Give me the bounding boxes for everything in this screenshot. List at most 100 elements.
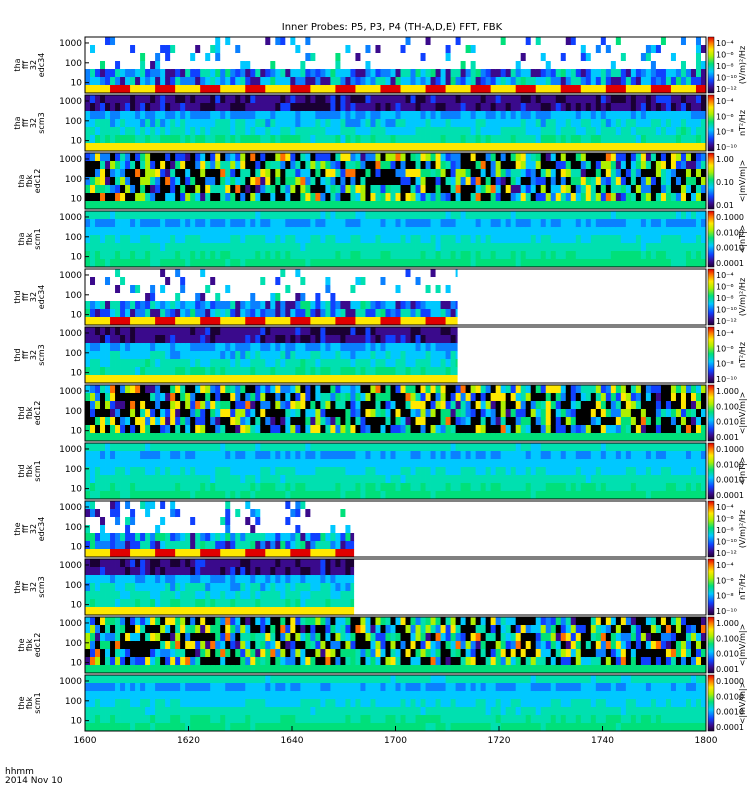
heatmap-cell xyxy=(590,161,597,170)
colorbar-tick-label: 10⁻⁶ xyxy=(716,344,734,353)
heatmap-cell xyxy=(200,85,206,94)
heatmap-cell xyxy=(650,243,657,252)
heatmap-cell xyxy=(300,127,306,136)
heatmap-cell xyxy=(630,161,637,170)
heatmap-cell xyxy=(355,309,361,318)
heatmap-cell xyxy=(410,169,416,178)
heatmap-cell xyxy=(245,259,251,268)
heatmap-cell xyxy=(155,135,161,144)
heatmap-cell xyxy=(115,169,121,178)
heatmap-cell xyxy=(235,119,241,128)
heatmap-cell xyxy=(115,285,121,294)
heatmap-cell xyxy=(385,143,391,152)
heatmap-cell xyxy=(170,393,176,402)
heatmap-cell xyxy=(645,251,652,260)
heatmap-cell xyxy=(170,243,176,252)
heatmap-cell xyxy=(595,153,602,162)
heatmap-cell xyxy=(630,119,637,128)
heatmap-cell xyxy=(165,433,171,442)
heatmap-cell xyxy=(540,119,547,128)
heatmap-cell xyxy=(195,169,201,178)
heatmap-cell xyxy=(335,327,341,336)
heatmap-cell xyxy=(300,119,306,128)
heatmap-cell xyxy=(240,69,246,78)
heatmap-cell xyxy=(335,153,341,162)
heatmap-cell xyxy=(175,37,181,46)
heatmap-cell xyxy=(680,135,687,144)
heatmap-cell xyxy=(600,185,607,194)
panel-label-line: scm3 xyxy=(37,344,46,365)
heatmap-cell xyxy=(685,127,692,136)
heatmap-cell xyxy=(315,153,321,162)
heatmap-cell xyxy=(110,343,116,352)
heatmap-cell xyxy=(325,409,331,418)
heatmap-cell xyxy=(200,343,206,352)
heatmap-cell xyxy=(280,327,286,336)
heatmap-cell xyxy=(110,53,116,62)
heatmap-cell xyxy=(620,103,627,112)
heatmap-cell xyxy=(470,127,477,136)
heatmap-cell xyxy=(140,317,146,326)
heatmap-cell xyxy=(525,45,532,54)
heatmap-cell xyxy=(360,301,366,310)
heatmap-cell xyxy=(535,61,542,70)
heatmap-cell xyxy=(485,201,492,210)
heatmap-cell xyxy=(465,77,472,86)
heatmap-cell xyxy=(550,61,557,70)
heatmap-cell xyxy=(625,235,632,244)
heatmap-cell xyxy=(375,375,381,384)
heatmap-cell xyxy=(220,393,226,402)
heatmap-cell xyxy=(315,201,321,210)
heatmap-cell xyxy=(215,433,221,442)
heatmap-cell xyxy=(125,351,131,360)
heatmap-cell xyxy=(260,243,266,252)
heatmap-cell xyxy=(420,127,426,136)
heatmap-cell xyxy=(185,211,191,220)
heatmap-cell xyxy=(195,127,201,136)
heatmap-cell xyxy=(415,243,421,252)
heatmap-cell xyxy=(440,61,446,70)
heatmap-cell xyxy=(235,235,241,244)
heatmap-cell xyxy=(445,375,451,384)
heatmap-cell xyxy=(245,433,251,442)
heatmap-cell xyxy=(275,385,281,394)
heatmap-cell xyxy=(595,235,602,244)
heatmap-cell xyxy=(320,309,326,318)
heatmap-cell xyxy=(260,393,266,402)
heatmap-cell xyxy=(145,37,151,46)
heatmap-cell xyxy=(375,219,381,228)
heatmap-cell xyxy=(250,327,256,336)
heatmap-cell xyxy=(135,219,141,228)
heatmap-cell xyxy=(275,37,281,46)
heatmap-cell xyxy=(315,219,321,228)
heatmap-cell xyxy=(620,153,627,162)
heatmap-cell xyxy=(395,135,401,144)
heatmap-cell xyxy=(85,401,91,410)
heatmap-cell xyxy=(525,177,532,186)
heatmap-cell xyxy=(240,285,246,294)
heatmap-cell xyxy=(485,227,492,236)
heatmap-cell xyxy=(230,185,236,194)
heatmap-cell xyxy=(215,385,221,394)
heatmap-cell xyxy=(315,309,321,318)
heatmap-cell xyxy=(95,161,101,170)
heatmap-cell xyxy=(185,301,191,310)
heatmap-cell xyxy=(360,95,366,104)
heatmap-cell xyxy=(695,111,702,120)
heatmap-cell xyxy=(590,37,597,46)
heatmap-cell xyxy=(595,103,602,112)
heatmap-cell xyxy=(490,161,497,170)
heatmap-cell xyxy=(545,77,552,86)
heatmap-cell xyxy=(355,243,361,252)
heatmap-cell xyxy=(315,135,321,144)
heatmap-cell xyxy=(595,201,602,210)
heatmap-cell xyxy=(560,103,567,112)
heatmap-cell xyxy=(675,227,682,236)
heatmap-cell xyxy=(570,127,577,136)
heatmap-cell xyxy=(140,277,146,286)
heatmap-cell xyxy=(295,143,301,152)
heatmap-cell xyxy=(155,351,161,360)
heatmap-cell xyxy=(680,177,687,186)
heatmap-cell xyxy=(405,103,411,112)
heatmap-cell xyxy=(550,251,557,260)
